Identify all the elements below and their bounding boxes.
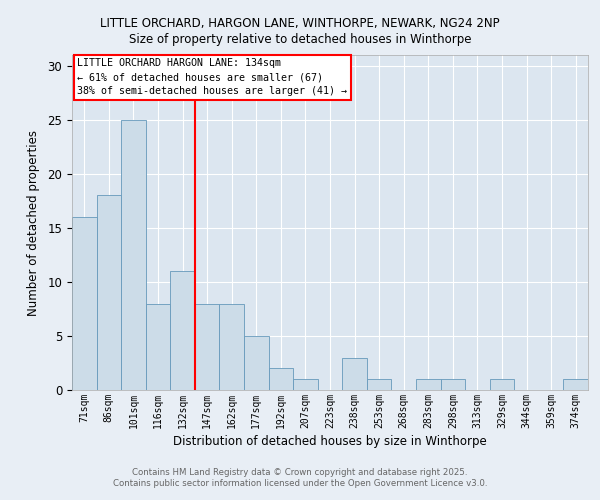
Text: Contains HM Land Registry data © Crown copyright and database right 2025.
Contai: Contains HM Land Registry data © Crown c… [113,468,487,487]
Bar [244,336,269,390]
Bar [97,196,121,390]
Bar [563,379,588,390]
Bar [72,217,97,390]
Bar [269,368,293,390]
Bar [490,379,514,390]
Text: Size of property relative to detached houses in Winthorpe: Size of property relative to detached ho… [129,32,471,46]
Text: LITTLE ORCHARD HARGON LANE: 134sqm
← 61% of detached houses are smaller (67)
38%: LITTLE ORCHARD HARGON LANE: 134sqm ← 61%… [77,58,347,96]
Bar [342,358,367,390]
X-axis label: Distribution of detached houses by size in Winthorpe: Distribution of detached houses by size … [173,435,487,448]
Bar [367,379,391,390]
Text: LITTLE ORCHARD, HARGON LANE, WINTHORPE, NEWARK, NG24 2NP: LITTLE ORCHARD, HARGON LANE, WINTHORPE, … [100,18,500,30]
Bar [195,304,220,390]
Bar [416,379,440,390]
Bar [293,379,318,390]
Bar [440,379,465,390]
Bar [170,271,195,390]
Bar [220,304,244,390]
Y-axis label: Number of detached properties: Number of detached properties [28,130,40,316]
Bar [146,304,170,390]
Bar [121,120,146,390]
